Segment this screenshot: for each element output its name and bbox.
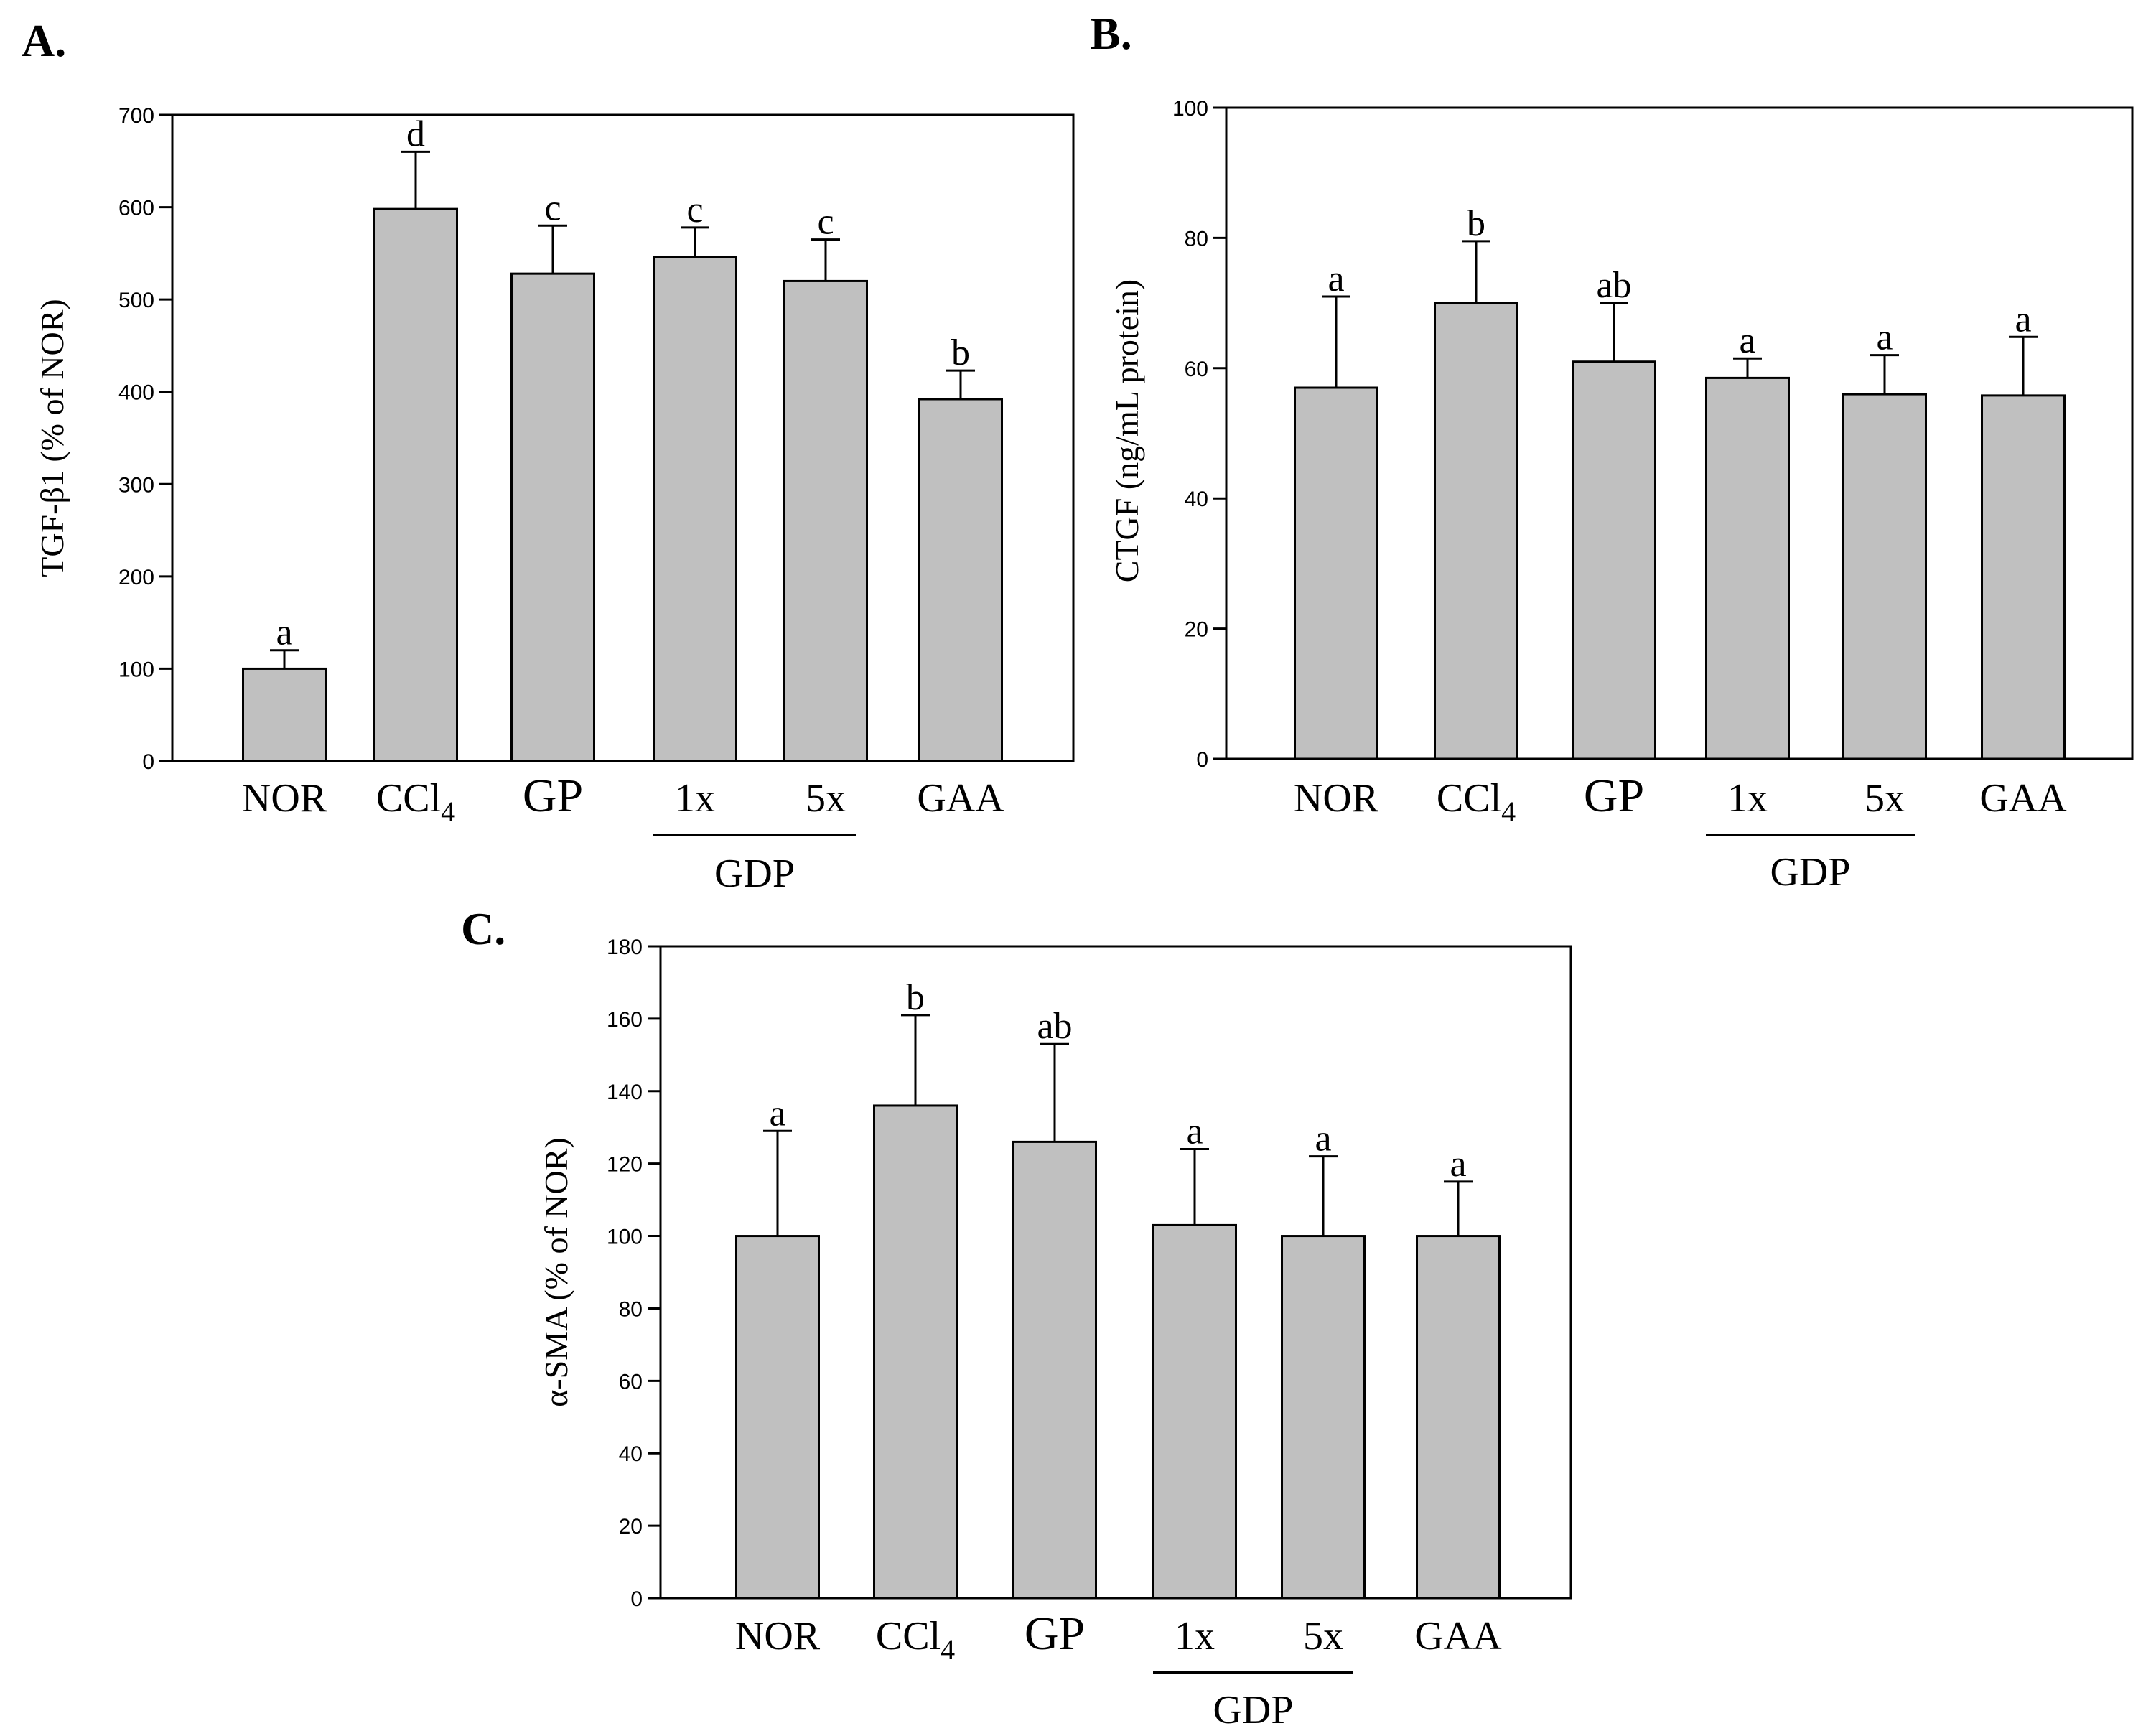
category-label: NOR — [1294, 776, 1379, 821]
group-label: GDP — [714, 851, 795, 896]
bar — [1981, 394, 2066, 760]
significance-label: c — [544, 187, 561, 228]
category-label: CCl4 — [876, 1614, 955, 1666]
category-label: GP — [1584, 770, 1644, 822]
y-tick-label: 80 — [1185, 227, 1208, 251]
significance-label: d — [406, 113, 425, 154]
panel-c: C. 0 20 40 60 80 100 120 140 160 180 α-SMA (% of NO… — [461, 903, 1572, 1732]
y-tick-label: 20 — [1185, 618, 1208, 642]
y-axis-title: TGF-β1 (% of NOR) — [34, 299, 70, 577]
bar — [373, 207, 458, 762]
category-label: NOR — [242, 776, 327, 821]
significance-label: a — [276, 612, 292, 653]
y-tick-label: 20 — [619, 1515, 643, 1539]
panel-a: A. 0 100 200 300 400 500 600 700 TGF-β1 (% of NOR… — [22, 15, 1075, 896]
bar — [1294, 386, 1378, 760]
significance-label: ab — [1596, 265, 1631, 306]
significance-label: b — [906, 977, 925, 1018]
category-label: NOR — [735, 1614, 821, 1658]
significance-label: a — [1876, 317, 1893, 358]
significance-label: a — [1315, 1119, 1331, 1159]
bar — [1842, 393, 1927, 760]
significance-label: b — [951, 332, 970, 373]
significance-label: c — [817, 202, 834, 243]
bar — [510, 272, 595, 762]
y-tick-label: 200 — [118, 566, 154, 589]
y-tick-label: 40 — [619, 1442, 643, 1466]
plot-frame — [659, 945, 1572, 1600]
y-tick-label: 400 — [118, 381, 154, 405]
bar — [653, 256, 737, 762]
bar — [242, 667, 327, 762]
category-label: GP — [1025, 1607, 1085, 1660]
category-label: GAA — [1414, 1614, 1502, 1658]
bar — [1416, 1235, 1501, 1600]
category-label: 1x — [1727, 776, 1768, 821]
significance-label: a — [2015, 299, 2031, 340]
y-tick-label: 160 — [607, 1008, 643, 1032]
y-tick-label: 60 — [1185, 358, 1208, 381]
group-label: GDP — [1213, 1688, 1293, 1732]
y-tick-label: 40 — [1185, 487, 1208, 511]
significance-label: a — [1739, 320, 1755, 361]
y-tick-label: 140 — [607, 1081, 643, 1104]
significance-label: b — [1467, 203, 1485, 244]
y-axis-title: CTGF (ng/mL protein) — [1109, 279, 1145, 582]
y-tick-label: 180 — [607, 935, 643, 959]
category-label: 5x — [1303, 1614, 1343, 1658]
bar — [1152, 1223, 1237, 1600]
plot-frame — [1225, 106, 2134, 760]
category-label: 5x — [806, 776, 846, 821]
category-label: 1x — [675, 776, 715, 821]
category-label: CCl4 — [1437, 776, 1516, 828]
significance-label: a — [1186, 1111, 1203, 1152]
group-label: GDP — [1770, 850, 1850, 895]
y-tick-label: 60 — [619, 1370, 643, 1394]
bar — [1705, 376, 1790, 760]
category-label: GAA — [1979, 776, 2067, 821]
bar — [918, 398, 1003, 762]
category-label: CCl4 — [376, 776, 455, 828]
category-label: GP — [523, 770, 583, 822]
bar — [1012, 1140, 1097, 1600]
y-tick-label: 100 — [118, 658, 154, 681]
y-tick-label: 0 — [630, 1587, 643, 1611]
bar — [735, 1235, 820, 1600]
bar — [873, 1104, 958, 1600]
significance-label: a — [769, 1093, 785, 1134]
bar — [1572, 360, 1656, 760]
bar — [1434, 302, 1518, 760]
panel-label: C. — [461, 903, 505, 954]
y-tick-label: 700 — [118, 104, 154, 128]
panel-label: B. — [1090, 8, 1132, 59]
y-tick-label: 100 — [607, 1226, 643, 1249]
category-label: 1x — [1175, 1614, 1215, 1658]
category-label: GAA — [917, 776, 1004, 821]
significance-label: c — [686, 190, 703, 230]
panel-label: A. — [22, 15, 66, 66]
y-tick-label: 600 — [118, 197, 154, 220]
significance-label: a — [1450, 1144, 1466, 1185]
y-tick-label: 0 — [1196, 748, 1208, 772]
significance-label: a — [1327, 258, 1344, 299]
y-tick-label: 120 — [607, 1153, 643, 1177]
y-tick-label: 300 — [118, 473, 154, 497]
y-tick-label: 0 — [142, 750, 154, 774]
y-tick-label: 80 — [619, 1297, 643, 1321]
y-axis-title: α-SMA (% of NOR) — [538, 1137, 574, 1406]
y-tick-label: 100 — [1172, 97, 1208, 121]
y-tick-label: 500 — [118, 289, 154, 312]
plot-frame — [171, 113, 1075, 762]
significance-label: ab — [1037, 1006, 1072, 1047]
category-label: 5x — [1865, 776, 1905, 821]
bar — [1281, 1235, 1366, 1600]
bar — [783, 279, 868, 762]
